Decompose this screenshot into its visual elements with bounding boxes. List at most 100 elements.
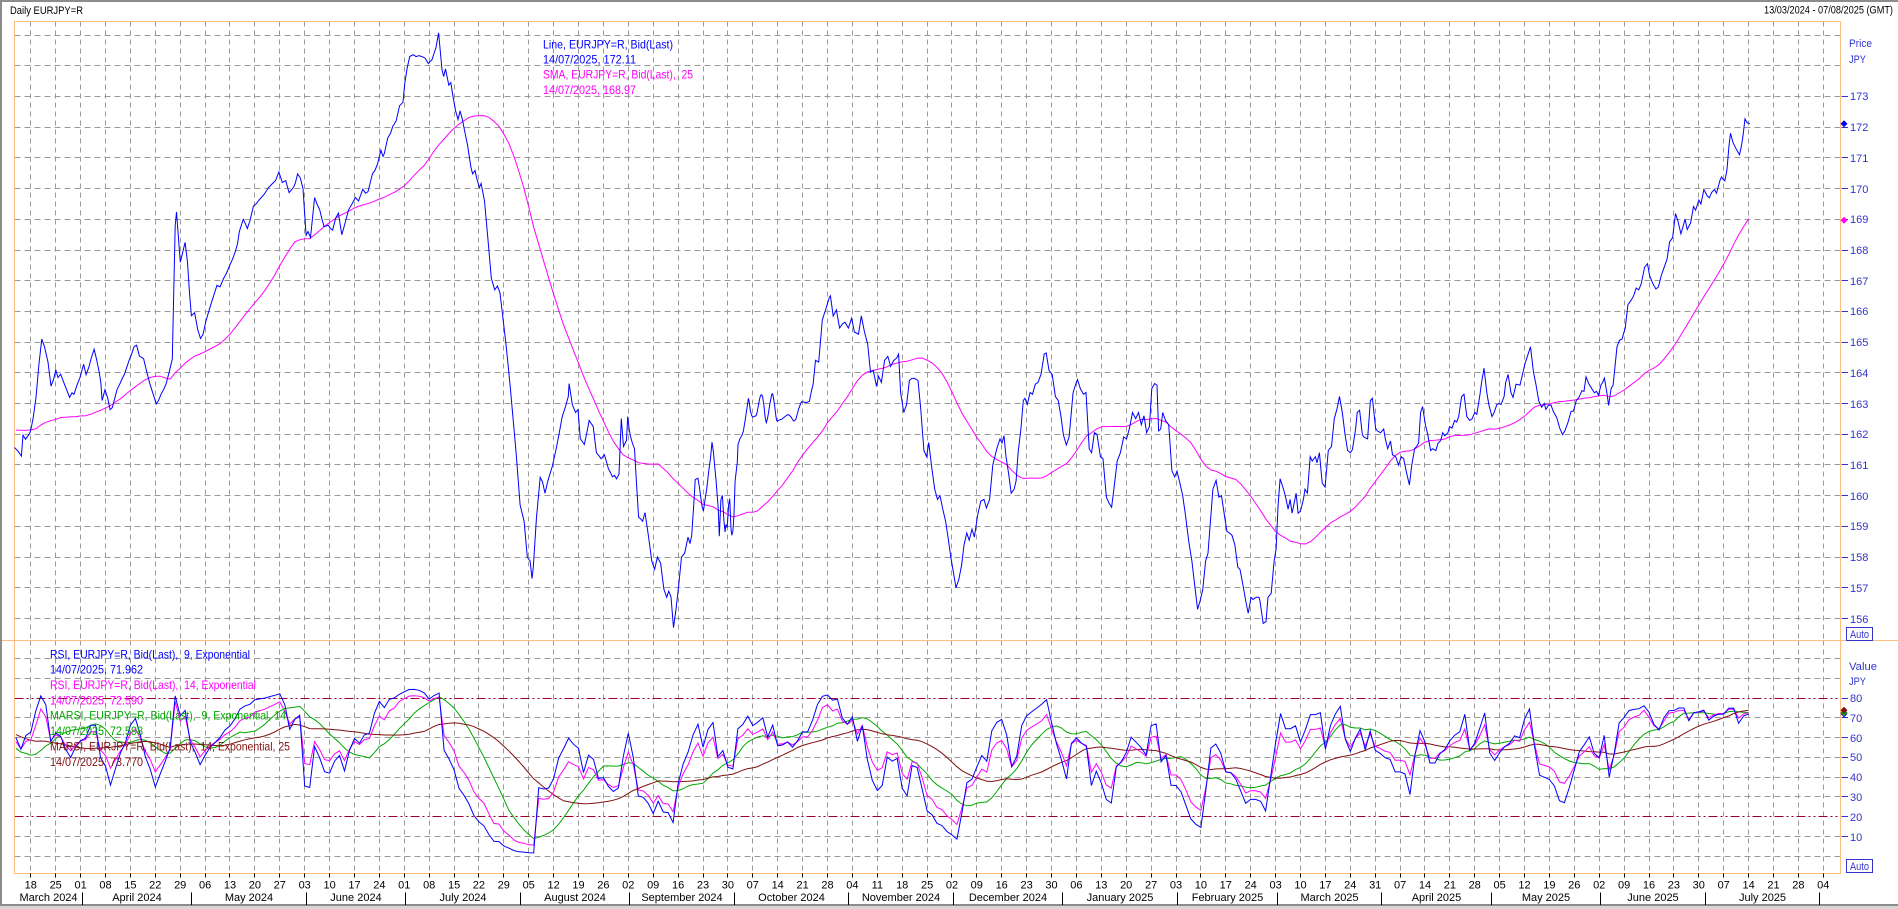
svg-text:25: 25 (921, 880, 933, 892)
svg-text:168: 168 (1850, 245, 1868, 257)
svg-text:28: 28 (1792, 880, 1804, 892)
svg-text:Line, EURJPY=R, Bid(Last): Line, EURJPY=R, Bid(Last) (543, 38, 673, 52)
svg-text:21: 21 (796, 880, 808, 892)
svg-text:03: 03 (1170, 880, 1182, 892)
svg-text:JPY: JPY (1849, 54, 1867, 66)
svg-text:14: 14 (1419, 880, 1431, 892)
svg-text:17: 17 (1319, 880, 1331, 892)
svg-text:Auto: Auto (1850, 629, 1869, 641)
svg-text:16: 16 (996, 880, 1008, 892)
svg-text:157: 157 (1850, 583, 1868, 595)
svg-text:30: 30 (1850, 792, 1862, 804)
svg-text:16: 16 (1643, 880, 1655, 892)
svg-text:164: 164 (1850, 368, 1868, 380)
svg-text:June 2024: June 2024 (330, 892, 381, 904)
svg-text:December 2024: December 2024 (969, 892, 1047, 904)
svg-text:14/07/2025, 168.97: 14/07/2025, 168.97 (543, 83, 636, 97)
svg-text:14/07/2025, 172.11: 14/07/2025, 172.11 (543, 53, 636, 67)
svg-text:50: 50 (1850, 752, 1862, 764)
svg-text:165: 165 (1850, 337, 1868, 349)
svg-text:June 2025: June 2025 (1627, 892, 1678, 904)
svg-text:14/07/2025, 73.770: 14/07/2025, 73.770 (50, 755, 143, 769)
svg-text:04: 04 (1817, 880, 1829, 892)
svg-text:08: 08 (423, 880, 435, 892)
svg-text:167: 167 (1850, 276, 1868, 288)
svg-text:170: 170 (1850, 184, 1868, 196)
svg-text:30: 30 (722, 880, 734, 892)
svg-text:172: 172 (1850, 122, 1868, 134)
svg-text:24: 24 (1344, 880, 1356, 892)
svg-text:14/07/2025, 72.598: 14/07/2025, 72.598 (50, 724, 143, 738)
svg-text:Price: Price (1849, 38, 1872, 50)
svg-text:23: 23 (697, 880, 709, 892)
svg-text:166: 166 (1850, 306, 1868, 318)
svg-text:12: 12 (547, 880, 559, 892)
svg-text:21: 21 (1444, 880, 1456, 892)
svg-text:30: 30 (1045, 880, 1057, 892)
svg-text:28: 28 (821, 880, 833, 892)
svg-text:22: 22 (473, 880, 485, 892)
svg-text:May 2024: May 2024 (225, 892, 273, 904)
svg-text:SMA, EURJPY=R, Bid(Last), 25: SMA, EURJPY=R, Bid(Last), 25 (543, 68, 693, 82)
svg-text:February 2025: February 2025 (1192, 892, 1264, 904)
svg-text:80: 80 (1850, 693, 1862, 705)
svg-text:09: 09 (971, 880, 983, 892)
svg-text:07: 07 (747, 880, 759, 892)
svg-text:MARSI, EURJPY=R, Bid(Last), 9: MARSI, EURJPY=R, Bid(Last), 9, Exponenti… (50, 709, 286, 723)
svg-text:March 2025: March 2025 (1300, 892, 1358, 904)
svg-text:10: 10 (1294, 880, 1306, 892)
svg-text:158: 158 (1850, 552, 1868, 564)
svg-text:05: 05 (1493, 880, 1505, 892)
svg-text:18: 18 (25, 880, 37, 892)
svg-text:March 2024: March 2024 (19, 892, 77, 904)
svg-text:70: 70 (1850, 713, 1862, 725)
svg-text:03: 03 (299, 880, 311, 892)
svg-text:April 2024: April 2024 (112, 892, 162, 904)
svg-text:24: 24 (1245, 880, 1257, 892)
svg-text:14/07/2025, 72.590: 14/07/2025, 72.590 (50, 693, 143, 707)
svg-text:31: 31 (1369, 880, 1381, 892)
svg-text:09: 09 (1618, 880, 1630, 892)
svg-text:01: 01 (398, 880, 410, 892)
svg-text:14: 14 (1742, 880, 1754, 892)
svg-text:14: 14 (772, 880, 784, 892)
svg-text:26: 26 (597, 880, 609, 892)
svg-text:06: 06 (199, 880, 211, 892)
svg-text:23: 23 (1668, 880, 1680, 892)
svg-text:169: 169 (1850, 214, 1868, 226)
svg-text:163: 163 (1850, 399, 1868, 411)
svg-text:19: 19 (1543, 880, 1555, 892)
svg-text:160: 160 (1850, 491, 1868, 503)
svg-text:29: 29 (174, 880, 186, 892)
svg-text:171: 171 (1850, 153, 1868, 165)
svg-text:July 2024: July 2024 (439, 892, 486, 904)
svg-text:01: 01 (74, 880, 86, 892)
svg-text:September 2024: September 2024 (641, 892, 722, 904)
svg-text:09: 09 (647, 880, 659, 892)
svg-text:30: 30 (1693, 880, 1705, 892)
svg-text:03: 03 (1269, 880, 1281, 892)
svg-text:156: 156 (1850, 614, 1868, 626)
svg-text:10: 10 (1850, 832, 1862, 844)
svg-text:04: 04 (846, 880, 858, 892)
svg-text:29: 29 (498, 880, 510, 892)
svg-text:JPY: JPY (1849, 676, 1867, 688)
svg-text:23: 23 (1020, 880, 1032, 892)
svg-text:24: 24 (373, 880, 385, 892)
svg-text:27: 27 (1145, 880, 1157, 892)
svg-text:April 2025: April 2025 (1412, 892, 1462, 904)
svg-text:August 2024: August 2024 (544, 892, 606, 904)
svg-text:13: 13 (1095, 880, 1107, 892)
svg-text:07: 07 (1718, 880, 1730, 892)
svg-text:02: 02 (1593, 880, 1605, 892)
svg-text:11: 11 (872, 880, 883, 892)
svg-text:07: 07 (1394, 880, 1406, 892)
svg-text:17: 17 (1220, 880, 1232, 892)
svg-text:10: 10 (323, 880, 335, 892)
svg-text:60: 60 (1850, 733, 1862, 745)
svg-text:22: 22 (149, 880, 161, 892)
svg-text:20: 20 (249, 880, 261, 892)
svg-text:14/07/2025, 71.962: 14/07/2025, 71.962 (50, 663, 143, 677)
svg-text:MARSI, EURJPY=R, Bid(Last), 1: MARSI, EURJPY=R, Bid(Last), 14, Exponent… (50, 739, 290, 753)
svg-text:173: 173 (1850, 91, 1868, 103)
